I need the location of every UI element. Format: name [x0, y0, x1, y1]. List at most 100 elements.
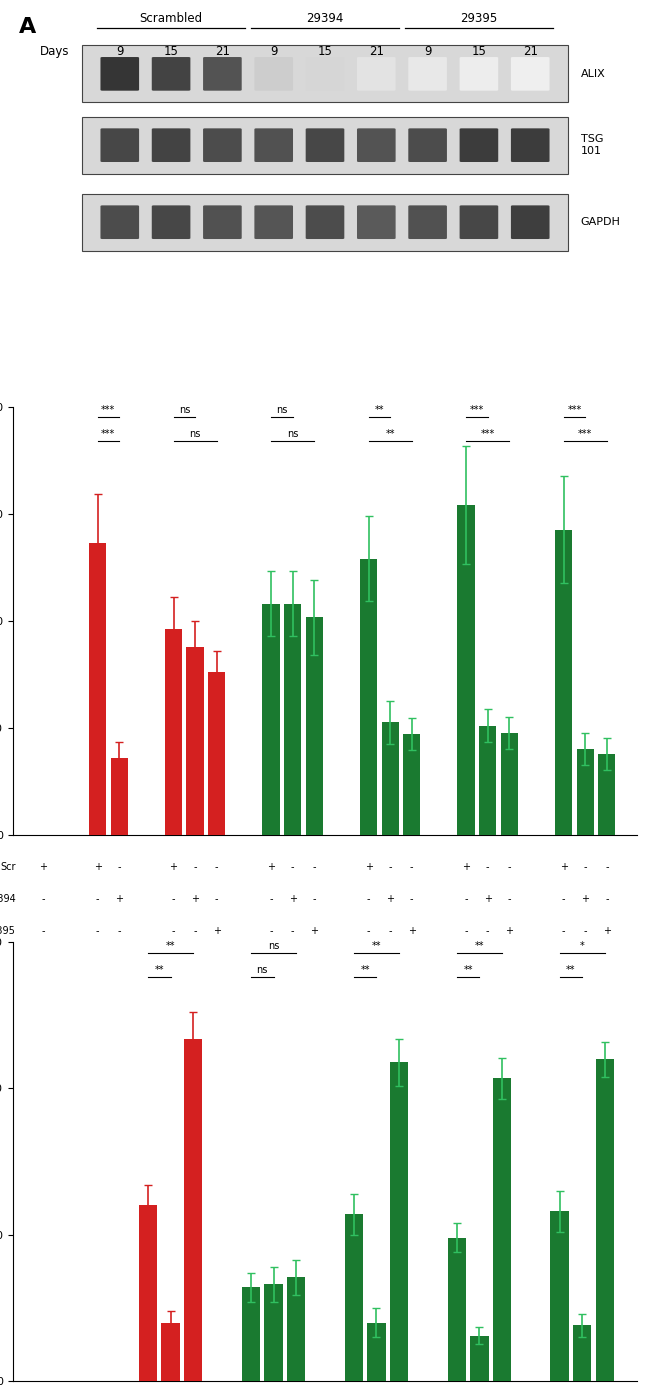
FancyBboxPatch shape: [511, 205, 549, 239]
Text: -: -: [215, 894, 218, 904]
Text: GAPDH: GAPDH: [581, 218, 621, 227]
Bar: [577, 749, 594, 834]
Text: +: +: [603, 926, 611, 936]
Bar: [161, 1322, 179, 1381]
Bar: [284, 604, 301, 834]
Text: ns: ns: [257, 965, 268, 975]
Text: +: +: [462, 862, 470, 872]
Text: **: **: [474, 942, 484, 951]
Text: -: -: [215, 862, 218, 872]
Text: -: -: [410, 894, 413, 904]
Text: 15: 15: [318, 45, 332, 57]
Text: **: **: [166, 942, 176, 951]
FancyBboxPatch shape: [151, 205, 190, 239]
FancyBboxPatch shape: [254, 205, 293, 239]
Text: -: -: [410, 862, 413, 872]
Bar: [382, 723, 399, 834]
Bar: [344, 1214, 363, 1381]
Text: HIV-1C
WT: HIV-1C WT: [274, 953, 311, 975]
Bar: [138, 1205, 157, 1381]
Text: HIV-1B
WT: HIV-1B WT: [90, 953, 127, 975]
Bar: [360, 558, 377, 834]
FancyBboxPatch shape: [82, 194, 568, 251]
Text: -: -: [605, 894, 608, 904]
Text: **: **: [374, 406, 384, 416]
Text: HIV-1C
+LY: HIV-1C +LY: [371, 953, 409, 975]
Bar: [500, 732, 518, 834]
Text: +: +: [39, 862, 47, 872]
Bar: [287, 1278, 306, 1381]
FancyBboxPatch shape: [203, 128, 242, 162]
Bar: [306, 618, 323, 834]
Bar: [479, 725, 497, 834]
FancyBboxPatch shape: [151, 57, 190, 91]
Text: **: **: [463, 965, 473, 975]
Text: +: +: [213, 926, 221, 936]
Text: -: -: [193, 862, 197, 872]
FancyBboxPatch shape: [306, 128, 345, 162]
Text: 15: 15: [471, 45, 486, 57]
FancyBboxPatch shape: [306, 205, 345, 239]
Text: -: -: [367, 894, 370, 904]
FancyBboxPatch shape: [357, 128, 396, 162]
Text: **: **: [385, 428, 395, 439]
Text: Scr: Scr: [0, 862, 16, 872]
Bar: [263, 604, 280, 834]
Text: -: -: [562, 926, 566, 936]
Text: **: **: [155, 965, 164, 975]
FancyBboxPatch shape: [101, 205, 139, 239]
Text: +: +: [484, 894, 491, 904]
Text: +: +: [408, 926, 416, 936]
Text: ***: ***: [578, 428, 592, 439]
FancyBboxPatch shape: [82, 45, 568, 102]
Text: -: -: [584, 926, 587, 936]
FancyBboxPatch shape: [357, 205, 396, 239]
Text: ns: ns: [189, 428, 201, 439]
FancyBboxPatch shape: [203, 205, 242, 239]
Text: 9: 9: [116, 45, 124, 57]
FancyBboxPatch shape: [82, 117, 568, 174]
Text: -: -: [42, 894, 45, 904]
Text: +: +: [505, 926, 514, 936]
Text: -: -: [313, 862, 316, 872]
FancyBboxPatch shape: [306, 57, 345, 91]
Bar: [403, 734, 421, 834]
Bar: [573, 1325, 592, 1381]
Text: **: **: [360, 965, 370, 975]
Text: -: -: [367, 926, 370, 936]
Text: +: +: [386, 894, 394, 904]
Text: ALIX: ALIX: [581, 68, 606, 80]
Text: -: -: [464, 894, 468, 904]
Bar: [165, 629, 182, 834]
Text: -: -: [486, 926, 489, 936]
Text: HIV-1C
+PYKE: HIV-1C +PYKE: [469, 953, 506, 975]
FancyBboxPatch shape: [254, 57, 293, 91]
Bar: [111, 757, 128, 834]
Text: ***: ***: [470, 406, 484, 416]
Text: +: +: [115, 894, 123, 904]
FancyBboxPatch shape: [408, 57, 447, 91]
Text: +: +: [170, 862, 177, 872]
Text: +: +: [267, 862, 275, 872]
Bar: [187, 647, 203, 834]
Text: TSG
101: TSG 101: [581, 134, 603, 156]
Text: -: -: [562, 894, 566, 904]
Bar: [208, 672, 226, 834]
FancyBboxPatch shape: [101, 57, 139, 91]
Text: -: -: [42, 926, 45, 936]
FancyBboxPatch shape: [460, 57, 499, 91]
Text: -: -: [118, 862, 121, 872]
Text: -: -: [486, 862, 489, 872]
FancyBboxPatch shape: [151, 128, 190, 162]
Text: +: +: [310, 926, 318, 936]
FancyBboxPatch shape: [460, 128, 499, 162]
Text: ns: ns: [179, 406, 190, 416]
Text: Days: Days: [40, 45, 69, 57]
Text: +: +: [94, 862, 101, 872]
Bar: [242, 1288, 260, 1381]
FancyBboxPatch shape: [408, 205, 447, 239]
Text: -: -: [96, 894, 99, 904]
Text: ***: ***: [480, 428, 495, 439]
Text: +: +: [365, 862, 372, 872]
Text: -: -: [605, 862, 608, 872]
